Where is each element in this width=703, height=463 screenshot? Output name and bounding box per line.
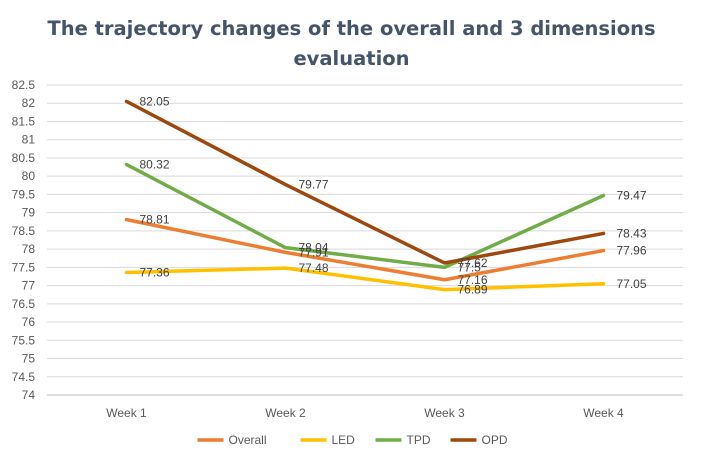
y-tick-label: 74 [22,388,36,402]
chart-title-line-2: evaluation [293,47,410,70]
y-tick-label: 78.5 [12,224,36,238]
data-label-opd: 82.05 [140,94,170,108]
series-line-tpd [124,162,606,270]
series-line-led [124,266,606,292]
legend: Overall LED TPD OPD [197,433,508,447]
legend-label-tpd: TPD [407,433,431,447]
x-tick-label: Week 4 [583,406,624,420]
x-axis-ticks: Week 1 Week 2 Week 3 Week 4 [106,406,624,420]
data-label-tpd: 79.47 [617,189,647,203]
y-tick-label: 77 [22,279,36,293]
y-tick-label: 79.5 [12,187,36,201]
data-label-tpd: 80.32 [140,158,170,172]
legend-label-led: LED [332,433,356,447]
data-label-opd: 79.77 [299,178,329,192]
y-tick-label: 75 [22,352,36,366]
data-label-opd: 77.62 [458,256,488,270]
data-label-led: 77.48 [299,261,329,275]
y-axis-ticks: 74 74.5 75 75.5 76 76.5 77 77.5 78 78.5 79 79.5 80 80… [12,78,36,402]
legend-label-opd: OPD [482,433,508,447]
data-label-tpd: 77.5 [458,260,482,274]
data-label-overall: 77.91 [299,245,329,259]
y-tick-label: 79 [22,206,36,220]
y-tick-label: 76.5 [12,297,36,311]
data-label-led: 77.05 [617,277,647,291]
y-tick-label: 76 [22,315,36,329]
x-tick-label: Week 3 [424,406,465,420]
chart-title: The trajectory changes of the overall an… [0,14,703,74]
data-label-led: 77.36 [140,265,170,279]
data-label-overall: 77.16 [458,273,488,287]
y-tick-label: 82 [22,96,36,110]
y-tick-label: 74.5 [12,370,36,384]
x-tick-label: Week 1 [106,406,147,420]
y-tick-label: 75.5 [12,333,36,347]
series-lines [124,99,606,292]
y-tick-label: 77.5 [12,260,36,274]
x-tick-label: Week 2 [265,406,306,420]
gridlines [47,84,683,396]
data-labels: 78.81 77.91 77.16 77.96 77.36 77.48 76.89 77.05… [140,94,647,296]
y-tick-label: 81.5 [12,114,36,128]
y-tick-label: 80 [22,169,36,183]
legend-label-overall: Overall [229,433,267,447]
data-label-overall: 78.81 [140,213,170,227]
chart-title-line-1: The trajectory changes of the overall an… [47,17,656,40]
data-label-tpd: 78.04 [299,241,329,255]
data-label-overall: 77.96 [617,244,647,258]
data-label-opd: 78.43 [617,226,647,240]
y-tick-label: 82.5 [12,78,36,92]
y-tick-label: 81 [22,133,36,147]
data-label-led: 76.89 [458,283,488,297]
series-line-opd [124,99,606,265]
y-tick-label: 78 [22,242,36,256]
series-line-overall [124,217,606,282]
y-tick-label: 80.5 [12,151,36,165]
